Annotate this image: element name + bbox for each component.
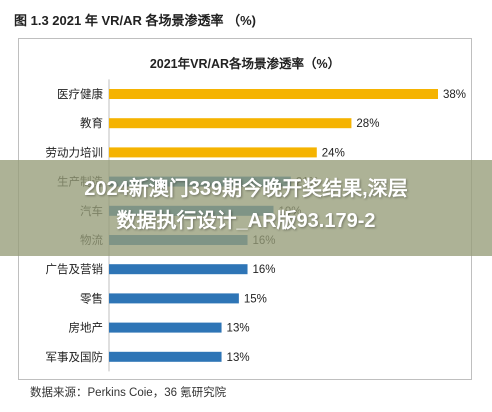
category-label: 零售: [80, 291, 103, 305]
bar: [109, 351, 222, 362]
category-label: 房地产: [69, 321, 104, 335]
category-label: 广告及营销: [46, 262, 104, 276]
bar: [109, 89, 438, 99]
bar: [109, 118, 352, 129]
bar: [109, 293, 239, 304]
category-label: 教育: [80, 116, 103, 130]
watermark-line-2: 数据执行设计_AR版93.179-2: [116, 210, 376, 232]
watermark-banner: 2024新澳门339期今晚开奖结果,深层 数据执行设计_AR版93.179-2: [0, 160, 492, 256]
category-label: 军事及国防: [46, 350, 104, 364]
value-label: 38%: [443, 89, 466, 101]
watermark-line-1: 2024新澳门339期今晚开奖结果,深层: [84, 178, 408, 200]
data-source-note: 数据来源：Perkins Coie，36 氪研究院: [30, 387, 227, 399]
bar: [109, 147, 317, 158]
bar: [109, 322, 222, 333]
value-label: 15%: [244, 293, 267, 305]
value-label: 28%: [356, 118, 379, 130]
bar: [109, 264, 248, 275]
value-label: 13%: [227, 323, 250, 335]
value-label: 13%: [227, 352, 250, 364]
figure-label: 图 1.3 2021 年 VR/AR 各场景渗透率 （%): [14, 13, 256, 28]
value-label: 24%: [322, 147, 345, 159]
value-label: 16%: [253, 264, 276, 276]
category-label: 劳动力培训: [46, 145, 104, 159]
category-label: 医疗健康: [57, 87, 103, 101]
chart-title: 2021年VR/AR各场景渗透率（%）: [149, 57, 341, 71]
watermark-text: 2024新澳门339期今晚开奖结果,深层 数据执行设计_AR版93.179-2: [0, 173, 492, 237]
